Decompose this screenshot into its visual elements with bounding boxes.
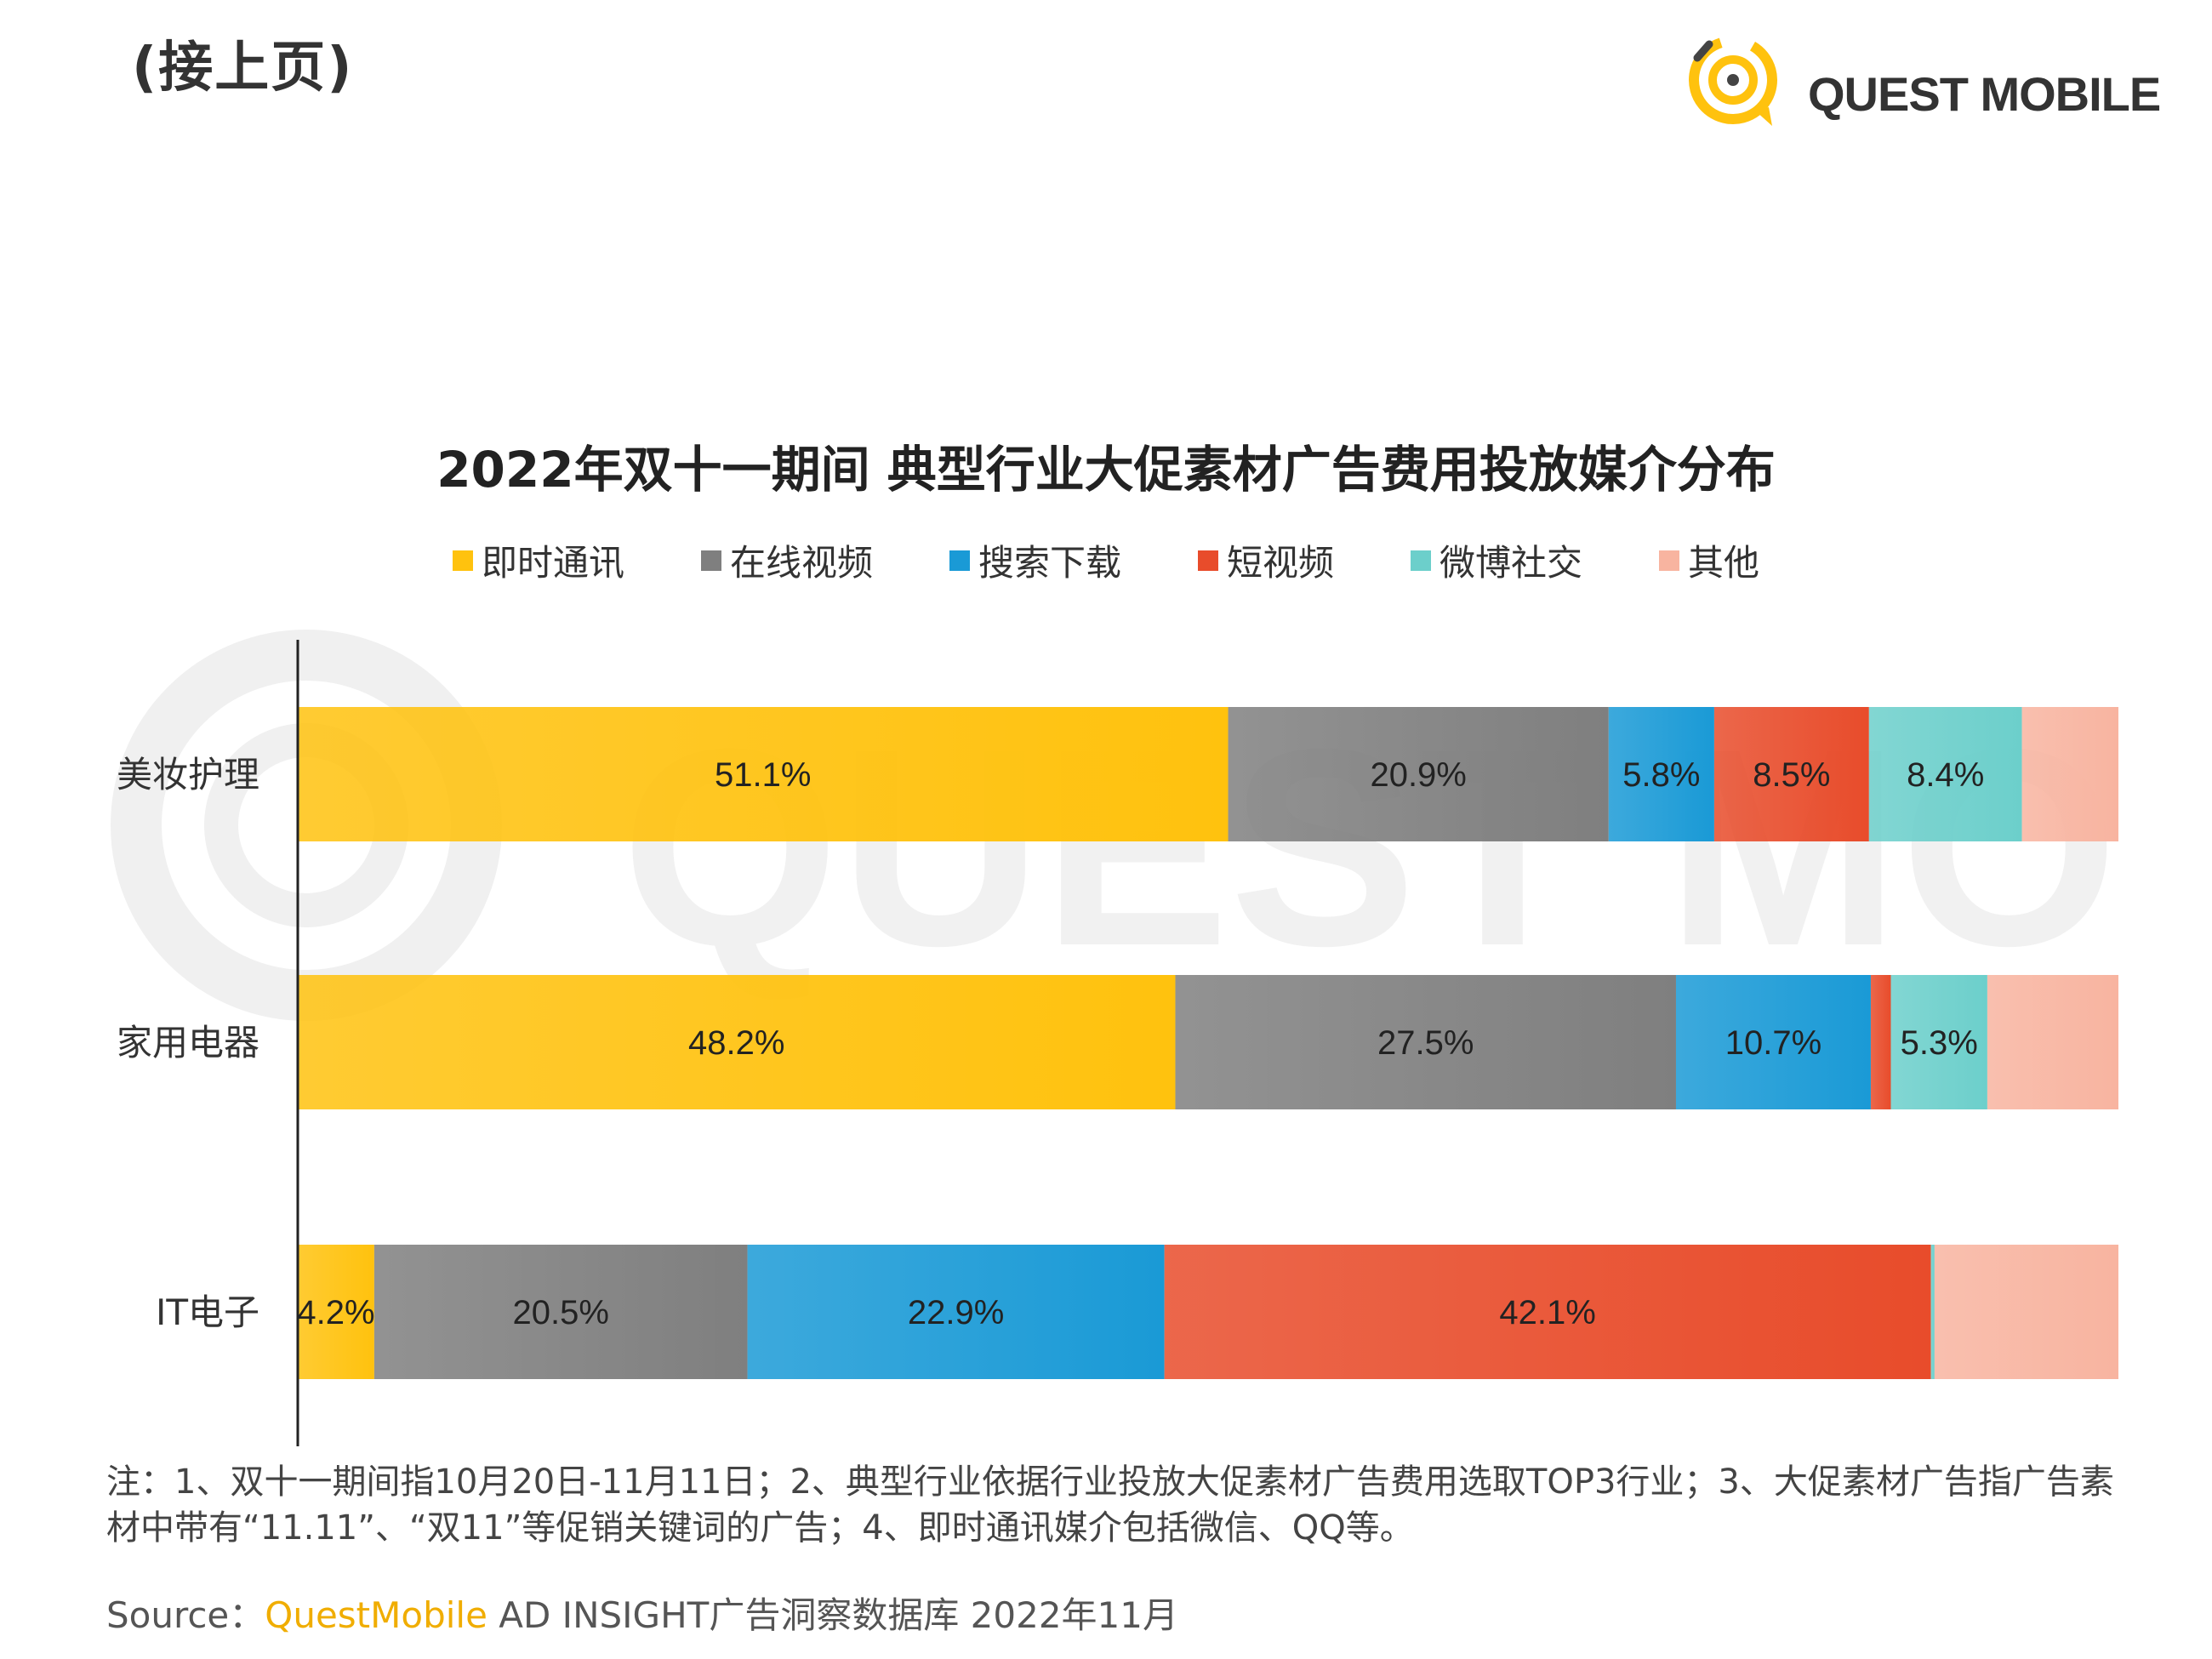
logo-text: QUEST MOBILE bbox=[1808, 67, 2161, 121]
legend-label: 在线视频 bbox=[729, 542, 873, 584]
bar-segment bbox=[747, 1245, 1165, 1379]
legend-swatch bbox=[949, 550, 970, 571]
data-label: 10.7% bbox=[1725, 1024, 1821, 1062]
continued-label: (接上页) bbox=[132, 37, 354, 100]
chart-title: 2022年双十一期间 典型行业大促素材广告费用投放媒介分布 bbox=[436, 441, 1776, 499]
bar-segment bbox=[298, 707, 1229, 841]
logo-mark-icon bbox=[1689, 36, 1777, 126]
bar-segment bbox=[298, 975, 1176, 1109]
questmobile-logo: QUEST MOBILE bbox=[1680, 26, 2161, 136]
data-label: 20.5% bbox=[513, 1294, 609, 1331]
data-label: 8.5% bbox=[1753, 756, 1830, 794]
bar-segment bbox=[1930, 1245, 1935, 1379]
data-label: 8.4% bbox=[1907, 756, 1984, 794]
data-label: 20.9% bbox=[1370, 756, 1466, 794]
data-label: 51.1% bbox=[715, 756, 811, 794]
data-label: 27.5% bbox=[1377, 1024, 1474, 1062]
legend-item-4: 微博社交 bbox=[1411, 534, 1582, 586]
source-prefix: Source： bbox=[106, 1594, 265, 1636]
bar-segment bbox=[1675, 975, 1871, 1109]
bar-segment bbox=[1868, 707, 2022, 841]
legend-swatch bbox=[700, 550, 721, 571]
bar-segment bbox=[1987, 975, 2118, 1109]
category-label: 美妆护理 bbox=[117, 754, 259, 795]
legend-item-1: 在线视频 bbox=[700, 534, 873, 586]
legend-item-0: 即时通讯 bbox=[452, 534, 624, 586]
bar-segment bbox=[1175, 975, 1676, 1109]
footnote: 注：1、双十一期间指10月20日-11月11日；2、典型行业依据行业投放大促素材… bbox=[106, 1462, 2114, 1548]
legend-swatch bbox=[1659, 550, 1680, 571]
bar-segment bbox=[298, 1245, 374, 1379]
source-line: Source：QuestMobile AD INSIGHT广告洞察数据库 202… bbox=[106, 1587, 1178, 1639]
source-brand: QuestMobile bbox=[265, 1594, 487, 1636]
source-rest: AD INSIGHT广告洞察数据库 2022年11月 bbox=[487, 1594, 1178, 1636]
bar-segment bbox=[1164, 1245, 1931, 1379]
legend-swatch bbox=[452, 550, 473, 571]
bar-segment bbox=[1870, 975, 1891, 1109]
category-label: 家用电器 bbox=[117, 1022, 259, 1063]
data-label: 42.1% bbox=[1499, 1294, 1595, 1331]
legend-swatch bbox=[1198, 550, 1218, 571]
bar-segment bbox=[1713, 707, 1869, 841]
bar-segment bbox=[1890, 975, 1987, 1109]
data-label: 22.9% bbox=[908, 1294, 1004, 1331]
bar-segment bbox=[1934, 1245, 2118, 1379]
bar-segment bbox=[2021, 707, 2118, 841]
data-label: 5.8% bbox=[1622, 756, 1700, 794]
category-label: IT电子 bbox=[156, 1291, 259, 1333]
bar-segment bbox=[1608, 707, 1714, 841]
legend-label: 其他 bbox=[1688, 542, 1760, 584]
legend-swatch bbox=[1411, 550, 1432, 571]
legend-label: 搜索下载 bbox=[978, 542, 1121, 584]
legend-item-5: 其他 bbox=[1659, 534, 1759, 586]
bar-segment bbox=[1228, 707, 1609, 841]
legend-label: 短视频 bbox=[1227, 542, 1335, 584]
legend-label: 微博社交 bbox=[1440, 542, 1583, 584]
legend-label: 即时通讯 bbox=[481, 542, 624, 584]
bar-segment bbox=[373, 1245, 748, 1379]
data-label: 48.2% bbox=[688, 1024, 784, 1062]
data-label: 4.2% bbox=[297, 1294, 374, 1331]
data-label: 5.3% bbox=[1901, 1024, 1978, 1062]
chart-legend: 即时通讯 在线视频 搜索下载 短视频 微博社交 其他 bbox=[0, 534, 2212, 586]
legend-item-3: 短视频 bbox=[1198, 534, 1334, 586]
legend-item-2: 搜索下载 bbox=[949, 534, 1121, 586]
